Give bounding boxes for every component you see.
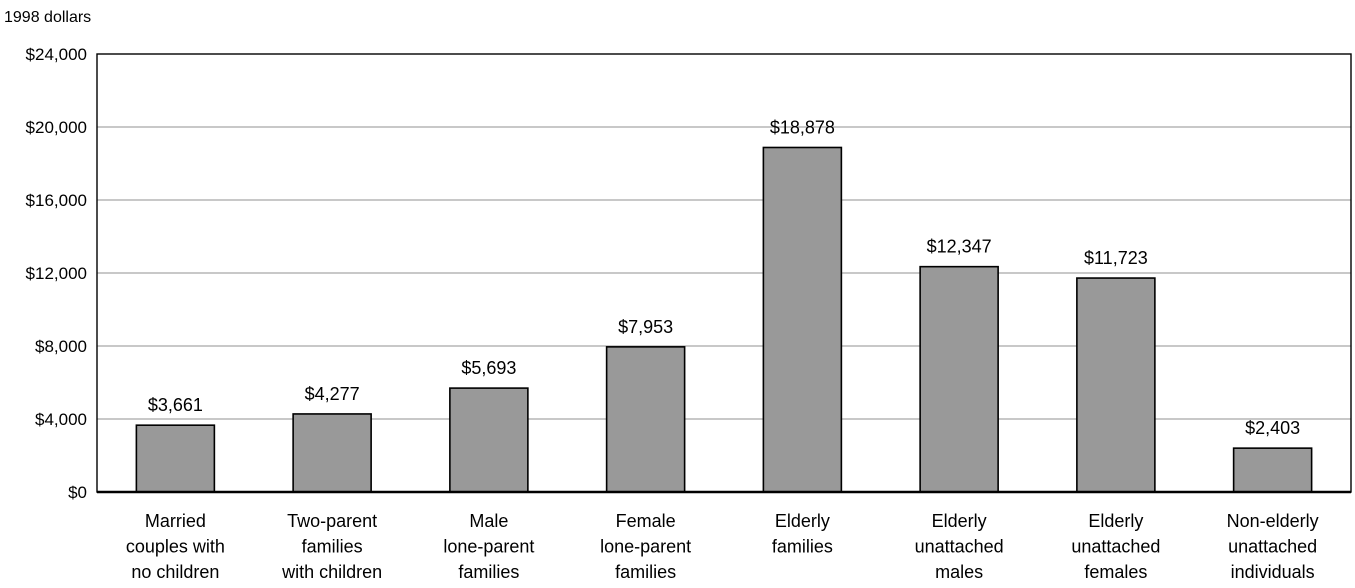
x-category-label-line: lone-parent — [600, 537, 691, 557]
y-tick-label: $4,000 — [35, 410, 87, 429]
data-label: $2,403 — [1245, 418, 1300, 438]
data-label: $7,953 — [618, 317, 673, 337]
x-category-label-line: males — [935, 562, 983, 582]
x-category-label-line: Married — [145, 511, 206, 531]
gridlines — [97, 126, 1351, 420]
x-category-label-line: Elderly — [932, 511, 987, 531]
y-tick-label: $12,000 — [26, 264, 87, 283]
y-tick-label: $0 — [68, 483, 87, 502]
x-category-label: Elderly unattached females — [1071, 511, 1160, 582]
y-tick-label: $20,000 — [26, 118, 87, 137]
x-category-label: Female lone-parent families — [600, 511, 691, 582]
x-category-label: Two-parent families with children — [281, 511, 382, 582]
bar — [605, 346, 686, 493]
x-category-label-line: Elderly — [775, 511, 830, 531]
y-tick-label: $8,000 — [35, 337, 87, 356]
data-label: $5,693 — [461, 358, 516, 378]
x-category-label: Male lone-parent families — [443, 511, 534, 582]
x-category-label: Non-elderly unattached individuals — [1227, 511, 1319, 582]
x-category-label-line: couples with — [126, 537, 225, 557]
data-label: $18,878 — [770, 117, 835, 137]
bar — [762, 146, 843, 493]
x-category-label-line: families — [302, 537, 363, 557]
data-label: $3,661 — [148, 395, 203, 415]
x-category-label-line: lone-parent — [443, 537, 534, 557]
bar — [1076, 277, 1156, 493]
bars — [135, 146, 1313, 493]
bar — [135, 424, 216, 493]
x-category-label-line: Elderly — [1088, 511, 1143, 531]
y-tick-label: $24,000 — [26, 45, 87, 64]
y-unit-label: 1998 dollars — [4, 9, 91, 26]
x-category-label: Married couples with no children — [126, 511, 225, 582]
bar — [292, 413, 372, 493]
x-category-label-line: with children — [281, 562, 382, 582]
bar — [1232, 447, 1313, 493]
data-label: $11,723 — [1084, 248, 1148, 268]
x-category-label-line: Female — [616, 511, 676, 531]
x-category-label-line: Male — [469, 511, 508, 531]
x-category-label-line: unattached — [1228, 537, 1317, 557]
bar — [449, 387, 529, 493]
y-tick-label: $16,000 — [26, 191, 87, 210]
x-category-label-line: Non-elderly — [1227, 511, 1319, 531]
data-label: $4,277 — [305, 384, 360, 404]
category-labels: Married couples with no children Two-parent… — [126, 511, 1319, 582]
x-category-label-line: individuals — [1231, 562, 1315, 582]
x-category-label-line: families — [615, 562, 676, 582]
x-category-label-line: no children — [131, 562, 219, 582]
x-category-label: Elderly families — [772, 511, 833, 557]
bar — [919, 265, 999, 493]
x-category-label: Elderly unattached males — [915, 511, 1004, 582]
x-category-label-line: females — [1084, 562, 1147, 582]
x-category-label-line: families — [458, 562, 519, 582]
x-category-label-line: families — [772, 537, 833, 557]
data-labels: $3,661 $4,277 $5,693 $7,953 $18,878 $12,347 $1… — [148, 117, 1300, 438]
data-label: $12,347 — [927, 237, 992, 257]
x-category-label-line: unattached — [915, 537, 1004, 557]
x-category-label-line: unattached — [1071, 537, 1160, 557]
x-category-label-line: Two-parent — [287, 511, 377, 531]
y-axis-tick-labels: $0 $4,000 $8,000 $12,000 $16,000 $20,000 $24,0… — [26, 45, 87, 502]
